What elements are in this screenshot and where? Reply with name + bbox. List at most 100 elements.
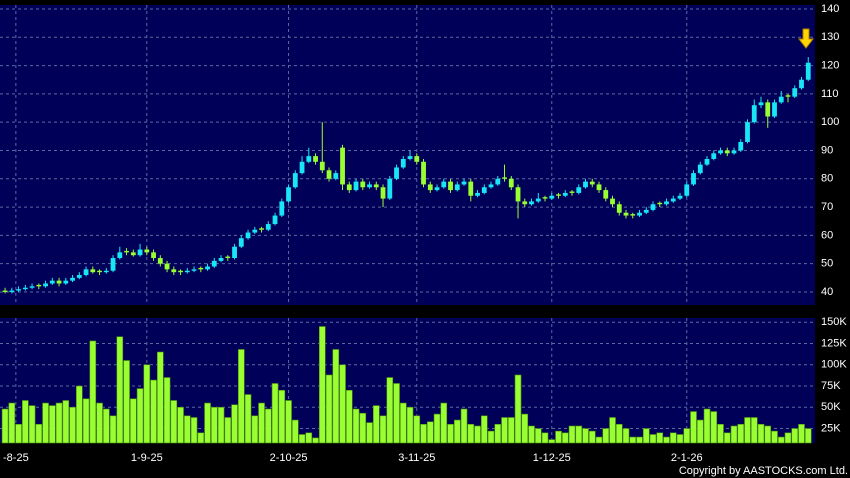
- candle-body: [205, 266, 210, 270]
- candle-body: [319, 161, 325, 171]
- y-tick-label: 125K: [821, 337, 847, 349]
- candle-body: [650, 204, 656, 210]
- candle-body: [400, 158, 406, 168]
- volume-bar: [534, 428, 542, 444]
- candle-body: [664, 201, 669, 205]
- candle-body: [265, 224, 271, 230]
- volume-bar: [420, 423, 427, 444]
- candle-body: [502, 177, 507, 179]
- candle-body: [245, 232, 251, 239]
- volume-bar: [568, 425, 576, 444]
- volume-bar: [447, 423, 454, 444]
- candle-body: [90, 269, 96, 273]
- volume-bar: [224, 417, 232, 444]
- price-panel: [0, 5, 815, 305]
- candle-body: [198, 267, 204, 270]
- candle-body: [279, 201, 285, 216]
- candle-body: [684, 184, 690, 196]
- volume-bar: [723, 432, 731, 444]
- volume-bar: [204, 402, 211, 444]
- x-tick-label: -8-25: [3, 452, 29, 464]
- volume-bar: [35, 423, 43, 444]
- candle-body: [569, 191, 575, 193]
- volume-bar: [710, 411, 718, 444]
- y-tick-label: 70: [821, 201, 833, 213]
- volume-bar: [656, 432, 664, 444]
- volume-bar: [744, 417, 751, 444]
- volume-bar: [703, 408, 711, 444]
- candle-body: [22, 287, 28, 290]
- x-tick-label: 2-10-25: [270, 452, 308, 464]
- volume-bar: [460, 408, 468, 444]
- candle-body: [745, 122, 750, 142]
- candle-body: [724, 150, 730, 154]
- marker-arrow: [797, 28, 815, 49]
- volume-bar: [130, 398, 137, 444]
- volume-bar: [190, 417, 198, 444]
- candle-body: [299, 161, 305, 174]
- candle-body: [738, 141, 744, 151]
- candle-body: [434, 187, 440, 191]
- volume-bar: [393, 383, 400, 444]
- volume-bar: [771, 430, 778, 444]
- volume-bar: [237, 349, 245, 444]
- volume-bar: [521, 413, 529, 444]
- candle-body: [475, 192, 480, 196]
- volume-bar: [372, 405, 380, 444]
- volume-bar: [642, 428, 650, 444]
- candle-body: [549, 195, 555, 199]
- candle-body: [495, 178, 501, 185]
- candle-body: [421, 161, 426, 185]
- volume-bar: [163, 377, 171, 444]
- candle-body: [394, 167, 399, 179]
- candle-body: [785, 95, 791, 97]
- candle-body: [43, 283, 48, 287]
- volume-bar: [345, 389, 353, 444]
- candle-body: [218, 258, 224, 261]
- volume-bar: [453, 419, 461, 444]
- volume-bar: [737, 423, 745, 444]
- candle-body: [117, 252, 123, 259]
- candle-body: [373, 184, 379, 188]
- volume-bar: [82, 398, 90, 444]
- candle-body: [643, 209, 649, 213]
- y-tick-label: 80: [821, 173, 833, 185]
- candle-body: [326, 170, 332, 179]
- volume-bar: [366, 422, 373, 444]
- volume-bar: [62, 400, 70, 444]
- candle-body: [103, 270, 109, 273]
- volume-bar: [96, 402, 103, 444]
- candle-body: [313, 156, 318, 162]
- volume-bar: [89, 340, 97, 444]
- volume-bar: [103, 408, 110, 444]
- candle-body: [711, 153, 717, 159]
- candle-body: [70, 277, 75, 281]
- candle-body: [151, 252, 156, 259]
- x-tick-label: 2-1-26: [671, 452, 703, 464]
- candle-body: [225, 256, 231, 259]
- candle-body: [360, 181, 366, 188]
- volume-bar: [15, 423, 22, 444]
- candle-body: [144, 249, 150, 253]
- volume-bar: [595, 436, 603, 444]
- volume-bar: [426, 421, 434, 444]
- volume-bar: [298, 434, 306, 444]
- volume-bar: [609, 417, 616, 444]
- y-tick-label: 75K: [821, 380, 841, 392]
- volume-bar: [136, 388, 144, 444]
- volume-bar: [197, 432, 205, 444]
- volume-bar: [325, 374, 333, 444]
- candle-body: [799, 79, 804, 89]
- candle-body: [637, 212, 642, 216]
- volume-bar: [386, 377, 394, 444]
- y-tick-label: 40: [821, 286, 833, 298]
- candle-body: [481, 187, 487, 193]
- candle-body: [272, 215, 278, 225]
- volume-bar: [615, 423, 623, 444]
- candle-body: [562, 192, 568, 196]
- candle-body: [488, 184, 494, 188]
- volume-bar: [541, 432, 549, 444]
- volume-bar: [798, 423, 805, 444]
- volume-bar: [501, 417, 508, 444]
- volume-bar: [76, 385, 83, 444]
